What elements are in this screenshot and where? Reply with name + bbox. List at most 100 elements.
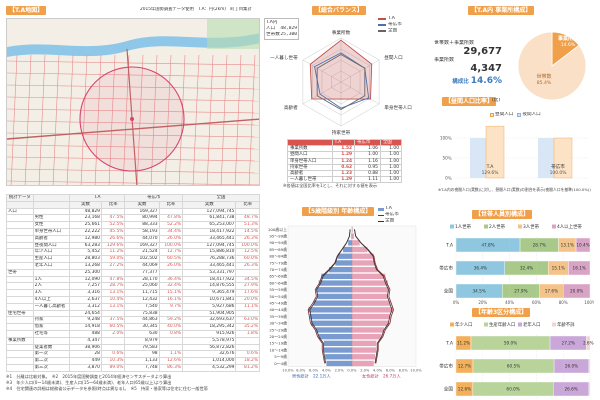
stats-cell: 59.2% [158, 316, 184, 325]
stats-row: 第二次 449 10.3% 1,133 12.6% 1,014,000 18.2% [6, 357, 260, 365]
stats-cell [6, 350, 34, 359]
pyramid-bar-male [343, 246, 352, 253]
stats-cell: 25,060 [124, 282, 160, 291]
stats-cell: 1,014,000 [182, 357, 237, 365]
stats-cell: 9.7% [158, 302, 184, 311]
stacked-segment-label: 34.5% [472, 289, 485, 294]
stats-cell: 5,452 [68, 248, 102, 257]
map-road [7, 108, 259, 114]
stats-cell: 25,300 [68, 268, 102, 277]
stats-cell: 13.1% [100, 302, 126, 311]
pie-slice-1 [517, 31, 587, 101]
stats-cell: 8,979 [124, 336, 160, 345]
stats-cell: 2,637 [68, 295, 102, 304]
stats-cell: 127,094,745 [182, 207, 237, 216]
map-road [7, 96, 259, 102]
stats-cell: 32,676 [182, 350, 237, 359]
daytime-bar-label: T.A [486, 164, 495, 170]
stats-cell: 女性 [32, 221, 70, 229]
stats-cell: 15.1% [158, 289, 184, 297]
radar-table: T.A 帯広市 全国 事業所数 1.52 1.06 1.00 昼間人口 1.29 1.00 1… [287, 138, 403, 184]
stats-cell: 10.4% [100, 295, 126, 304]
pyramid-xtick: 8.0% [296, 369, 306, 373]
stats-cell [6, 282, 34, 291]
pyramid-age-label: 20〜24歳 [269, 334, 287, 339]
stats-cell: 7,257 [68, 282, 102, 291]
stats-cell [235, 268, 260, 277]
pyramid-bar-male [308, 307, 352, 313]
stats-cell: 58,193 [124, 227, 160, 236]
pyramid-age-label: 80〜84歳 [269, 254, 287, 259]
stats-cell: 単身世帯人口 [32, 227, 70, 236]
household-title: 【世帯人員別構成】 [472, 210, 533, 219]
stats-cell [32, 268, 70, 277]
stats-cell: 915,926 [182, 329, 237, 338]
stats-row: 借家 14,918 60.5% 30,345 40.0% 18,295,342 35.2% [6, 323, 260, 331]
stacked-xtick: 20% [478, 300, 487, 305]
stats-cell: 38,906 [68, 343, 102, 352]
pyramid-bar-male [335, 260, 352, 266]
map-road [38, 54, 46, 185]
stacked-segment-label: 10.4% [576, 243, 589, 248]
stats-th2-3: 比率 [100, 200, 126, 209]
daytime-unit: (比) [492, 98, 501, 103]
radar-legend: T.A 帯広市 全国 [378, 16, 423, 34]
radar-axis-label: 高齢者 [284, 104, 298, 111]
map-road [122, 54, 130, 185]
pyramid-bar-female [352, 313, 391, 320]
daytime-bar-day [485, 125, 505, 179]
stacked-row-label: 帯広市 [439, 265, 453, 272]
pyramid-age-label: 40〜44歳 [269, 307, 287, 312]
stacked-segment-label: 13.1% [561, 243, 574, 248]
stacked-legend-swatch [484, 224, 488, 229]
pyramid-bar-male [326, 360, 352, 367]
pyramid-age-label: 5〜9歳 [274, 354, 287, 359]
stats-cell: 21,524 [124, 248, 160, 257]
map-title: 【T.A地図】 [6, 6, 47, 15]
map-road [178, 54, 186, 185]
pyramid-foot-left: 男性総計 22.1万人 [292, 373, 331, 380]
radar-info-value-0: 48,829 [280, 26, 297, 31]
map-road [108, 54, 116, 185]
stacked-row-label: 帯広市 [439, 363, 453, 370]
daytime-ytick: 100％ [440, 136, 452, 141]
daytime-panel: 昼間人口 夜間人口 100％ 50％ 0％ T.A 129.6% 帯広市 100.0% ※T… [432, 108, 594, 195]
stats-cell: 老年人口 [32, 261, 70, 270]
stats-cell: 昼夜間人口 [32, 241, 70, 250]
map-area[interactable] [6, 18, 260, 186]
stacked-segment-label: 47.8% [481, 243, 494, 248]
pyramid-bar-female [352, 280, 388, 286]
radar-table-row: 高齢者 1.23 0.88 1.00 [287, 169, 403, 178]
stats-cell [6, 323, 34, 331]
pyramid-bar-male [309, 313, 352, 320]
stats-cell: 51.3% [235, 221, 260, 229]
pyramid-bar-female [352, 327, 384, 333]
pyramid-bar-female [352, 240, 360, 246]
stats-cell: 第三次 [32, 363, 70, 372]
stats-cell [6, 316, 34, 325]
stacked-legend-swatch [552, 224, 556, 229]
stacked-segment-label: 17.6% [545, 289, 558, 294]
stacked-legend-swatch [518, 224, 522, 229]
pyramid-bar-male [348, 240, 352, 246]
stats-cell: 63,283 [68, 241, 102, 250]
stats-row: 高齢者 12,980 26.6% 44,070 26.0% 33,465,441 26.3% [6, 234, 260, 243]
stats-th2-4: 実数 [124, 200, 160, 209]
stats-cell: 22,222 [68, 227, 102, 236]
business-value-0: 29,677 [463, 46, 502, 57]
stats-cell: 4,347 [68, 336, 102, 345]
pyramid-age-label: 15〜19歳 [269, 341, 287, 346]
stats-cell: 生産人口 [32, 255, 70, 263]
radar-table-cell: 1.00 [379, 151, 403, 159]
stacked-row-label: 全国 [444, 386, 454, 393]
stacked-legend-label: 3人世帯 [523, 223, 540, 230]
stats-th1-nation: 全国 [182, 194, 260, 202]
radar-spoke [302, 81, 342, 105]
pyramid-legend: T.A 帯広市 全国 [378, 206, 426, 224]
stats-cell: 0.6% [235, 350, 260, 359]
radar-spoke [302, 59, 342, 83]
pyramid-bar-male [323, 340, 352, 346]
pyramid-nation-line-female [354, 229, 393, 364]
stats-cell [6, 343, 34, 352]
stats-row: 年少人口 5,452 11.2% 21,524 12.7% 15,886,810 12.5% [6, 248, 260, 257]
